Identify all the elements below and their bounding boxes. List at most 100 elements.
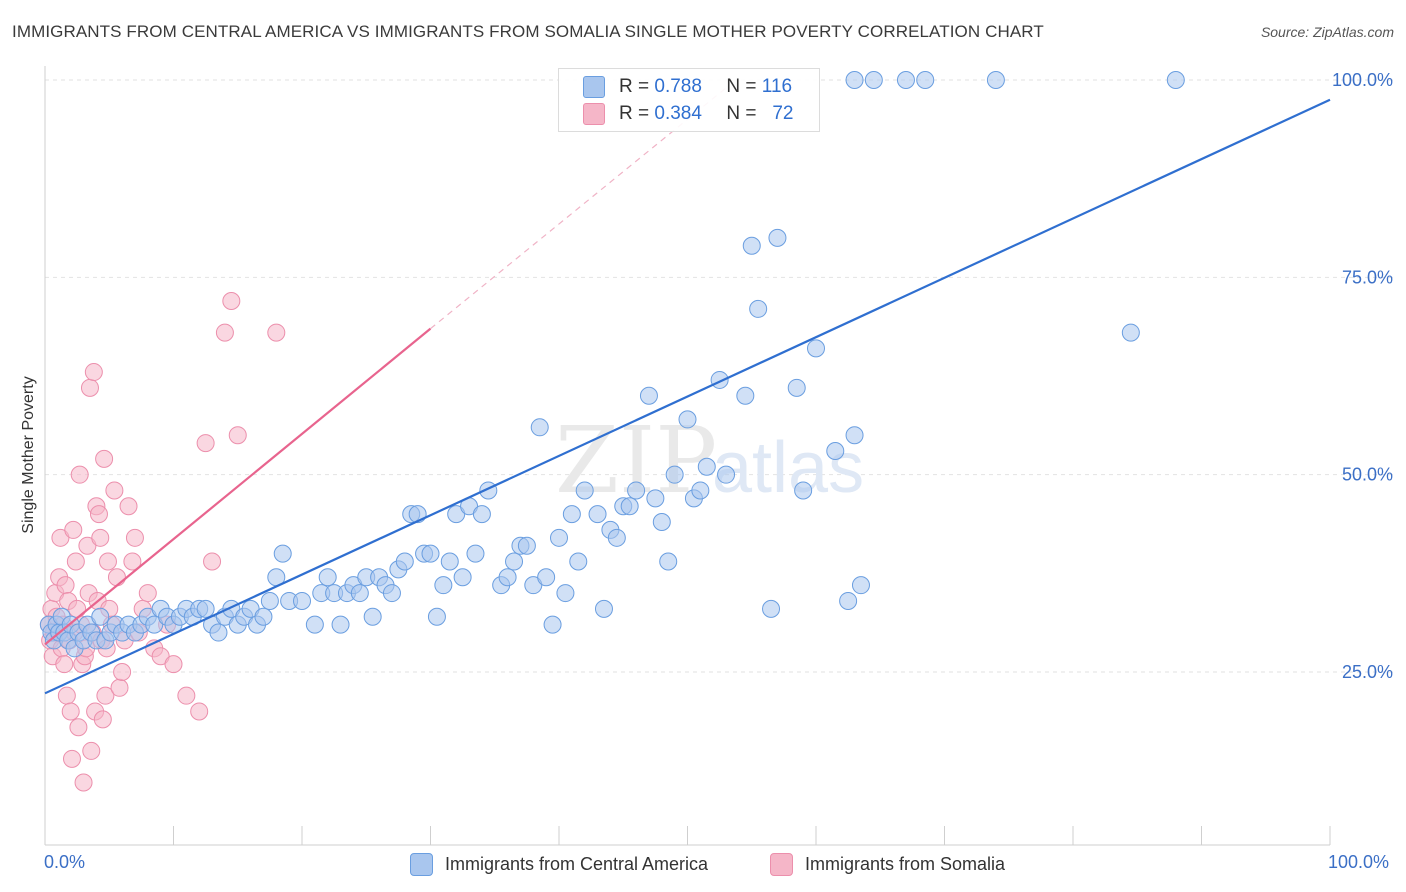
somalia-point [196,434,215,453]
bottom-legend-somalia: Immigrants from Somalia [770,852,1005,876]
central-america-point [742,236,761,255]
somalia-point [190,702,209,721]
somalia-point [164,655,183,674]
central-america-point [652,513,671,532]
legend-n-value: 116 [761,76,793,97]
central-america-point [646,489,665,508]
central-america-point [620,497,639,516]
central-america-point [562,505,581,524]
somalia-point [55,655,74,674]
legend-n-label: N = [726,103,757,124]
somalia-point [119,497,138,516]
central-america-point [845,426,864,445]
y-tick-label: 50.0% [1342,465,1393,485]
trend-lines [44,87,1331,695]
central-america-point [1166,71,1185,89]
somalia-point [56,576,75,595]
correlation-legend: R = 0.788 N = 116 R = 0.384 N = 72 [558,68,820,132]
y-tick-labels: 25.0% 50.0% 75.0% 100.0% [1332,70,1393,682]
central-america-point [331,615,350,634]
somalia-point [107,568,126,587]
bottom-legend-central-america: Immigrants from Central America [410,852,708,876]
somalia-point [69,718,88,737]
somalia-point [215,323,234,342]
legend-n-label: N = [726,76,757,97]
central-america-point [1121,323,1140,342]
y-tick-label: 75.0% [1342,267,1393,287]
bottom-legend-swatch-pink [770,852,793,876]
central-america-point [91,607,110,626]
somalia-point [93,710,112,729]
central-america-point [851,576,870,595]
series-somalia-points [39,292,286,792]
y-tick-label: 100.0% [1332,70,1393,90]
central-america-point [659,552,678,571]
somalia-point [203,552,222,571]
central-america-point [363,607,382,626]
legend-row-central-america: R = 0.788 N = 116 [559,73,792,101]
source-label: Source: ZipAtlas.com [1260,24,1394,40]
central-america-point [864,71,883,89]
somalia-point [89,505,108,524]
central-america-point [550,528,568,547]
trend-line-somalia-extension [430,87,727,330]
central-america-point [517,536,536,555]
somalia-point [68,599,87,618]
central-america-point [524,576,543,595]
central-america-point [447,505,466,524]
central-america-point [839,591,858,610]
trend-line-central-america [44,98,1331,695]
central-america-point [427,607,446,626]
somalia-point [110,678,129,697]
bottom-legend-label: Immigrants from Central America [445,853,709,874]
somalia-point [66,552,85,571]
legend-row-somalia: R = 0.384 N = 72 [559,100,793,128]
somalia-point [151,647,170,666]
legend-r-label: R = [619,103,650,124]
central-america-point [260,591,279,610]
x-tick-label-max: 100.0% [1328,852,1390,872]
central-america-point [768,228,787,247]
series-central-america-points [39,71,1185,658]
somalia-point [125,528,144,547]
somalia-point [95,449,114,468]
central-america-point [717,465,736,484]
central-america-point [762,599,781,618]
central-america-point [749,299,768,318]
somalia-point [222,292,241,311]
somalia-point [74,773,93,792]
x-tick-label-min: 0.0% [44,852,86,872]
central-america-point [787,378,806,397]
bottom-legend-swatch-blue [410,852,433,876]
bottom-legend-label: Immigrants from Somalia [805,853,1006,874]
central-america-point [421,544,440,563]
central-america-point [678,410,697,429]
central-america-point [986,71,1005,89]
legend-swatch-blue [583,76,605,98]
somalia-point [105,481,124,500]
central-america-point [594,599,613,618]
somalia-point [123,552,142,571]
central-america-point [145,615,164,634]
central-america-point [607,528,626,547]
somalia-point [96,686,115,705]
central-america-point [254,607,273,626]
watermark-atlas: atlas [712,428,864,508]
central-america-point [382,584,401,603]
central-america-point [505,552,524,571]
central-america-point [318,568,337,587]
legend-r-value: 0.788 [654,76,702,97]
somalia-point [61,702,80,721]
central-america-point [845,71,864,89]
central-america-point [241,599,260,618]
central-america-point [627,481,646,500]
central-america-point [569,552,588,571]
central-america-point [196,599,215,618]
central-america-point [498,568,517,587]
somalia-point [62,749,81,768]
axes [44,66,1331,846]
central-america-point [466,544,485,563]
central-america-point [807,339,825,358]
somalia-point [267,323,286,342]
central-america-point [826,441,845,460]
